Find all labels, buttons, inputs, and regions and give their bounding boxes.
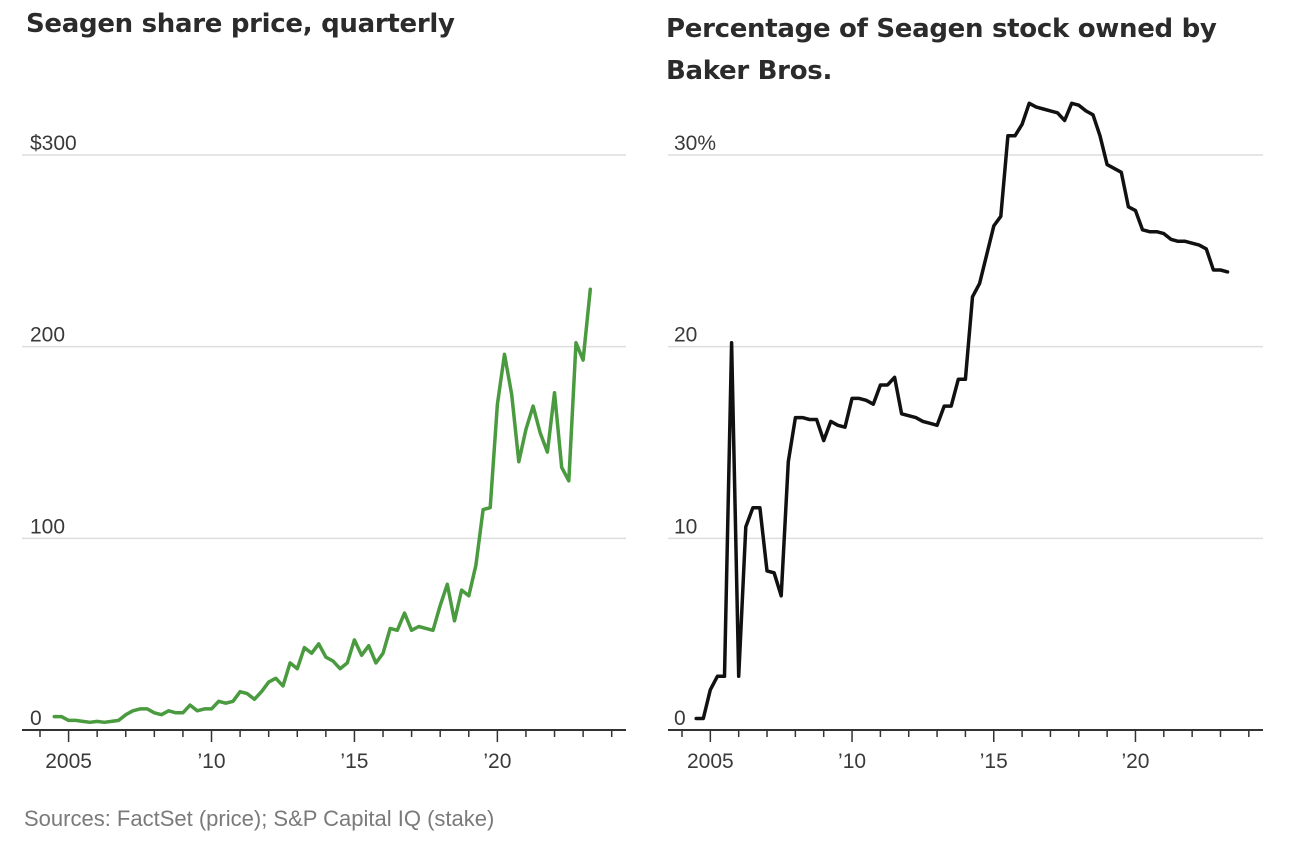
source-note: Sources: FactSet (price); S&P Capital IQ… — [24, 806, 495, 831]
left-y-tick-label: 0 — [30, 707, 42, 730]
right-x-tick-label: ’15 — [980, 750, 1008, 773]
right-y-tick-label: 10 — [674, 515, 697, 538]
left-y-tick-label: 100 — [30, 515, 65, 538]
left-series-line — [52, 287, 593, 725]
left-chart-title: Seagen share price, quarterly — [26, 9, 455, 39]
left-x-tick-label: ’15 — [340, 750, 368, 773]
share-price-chart: 0 100 200 $300 2005 ’10 ’15 ’20 — [22, 132, 626, 773]
ownership-chart: 0 10 20 30% 2005 ’10 ’15 ’20 — [668, 101, 1263, 773]
right-y-tick-label: 0 — [674, 707, 686, 730]
right-x-tick-label: 2005 — [687, 750, 734, 773]
right-series-line — [694, 101, 1230, 721]
right-chart-title: Percentage of Seagen stock owned by Bake… — [666, 14, 1217, 86]
left-x-tick-label: ’20 — [483, 750, 511, 773]
left-x-tick-label: 2005 — [45, 750, 92, 773]
right-x-tick-label: ’20 — [1121, 750, 1149, 773]
left-y-tick-label: 200 — [30, 324, 65, 347]
left-x-tick-label: ’10 — [197, 750, 225, 773]
right-y-tick-label: 20 — [674, 324, 697, 347]
left-y-tick-label: $300 — [30, 132, 77, 155]
right-x-tick-label: ’10 — [838, 750, 866, 773]
right-y-tick-label: 30% — [674, 132, 716, 155]
